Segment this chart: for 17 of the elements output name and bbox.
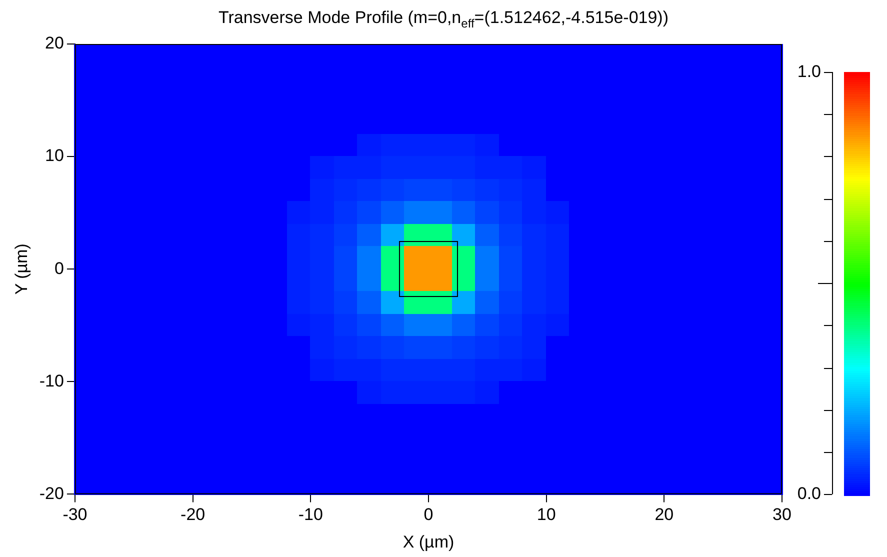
y-tick-label: 10 xyxy=(45,146,64,166)
x-tick-label: 30 xyxy=(772,505,792,524)
x-tick-label: 0 xyxy=(424,505,434,524)
chart-title: Transverse Mode Profile (m=0,n$_{eff}$=(1.512462,-4.515e-019)) xyxy=(217,8,670,30)
x-tick-label: -30 xyxy=(62,505,88,524)
y-tick-label: 0 xyxy=(54,258,64,278)
color-bar-label: 0.0 xyxy=(797,484,821,504)
x-tick-label: 10 xyxy=(536,505,556,524)
x-tick-label: -10 xyxy=(298,505,323,524)
color-bar-label: 1.0 xyxy=(797,62,821,82)
x-axis-title: X (µm) xyxy=(402,532,454,552)
x-tick-label: -20 xyxy=(180,505,206,524)
y-tick-label: -10 xyxy=(39,371,64,390)
y-axis-title: Y (µm) xyxy=(12,244,31,295)
y-tick-label: -20 xyxy=(39,484,64,503)
y-tick-label: 20 xyxy=(45,34,64,53)
x-tick-label: 20 xyxy=(654,505,674,524)
